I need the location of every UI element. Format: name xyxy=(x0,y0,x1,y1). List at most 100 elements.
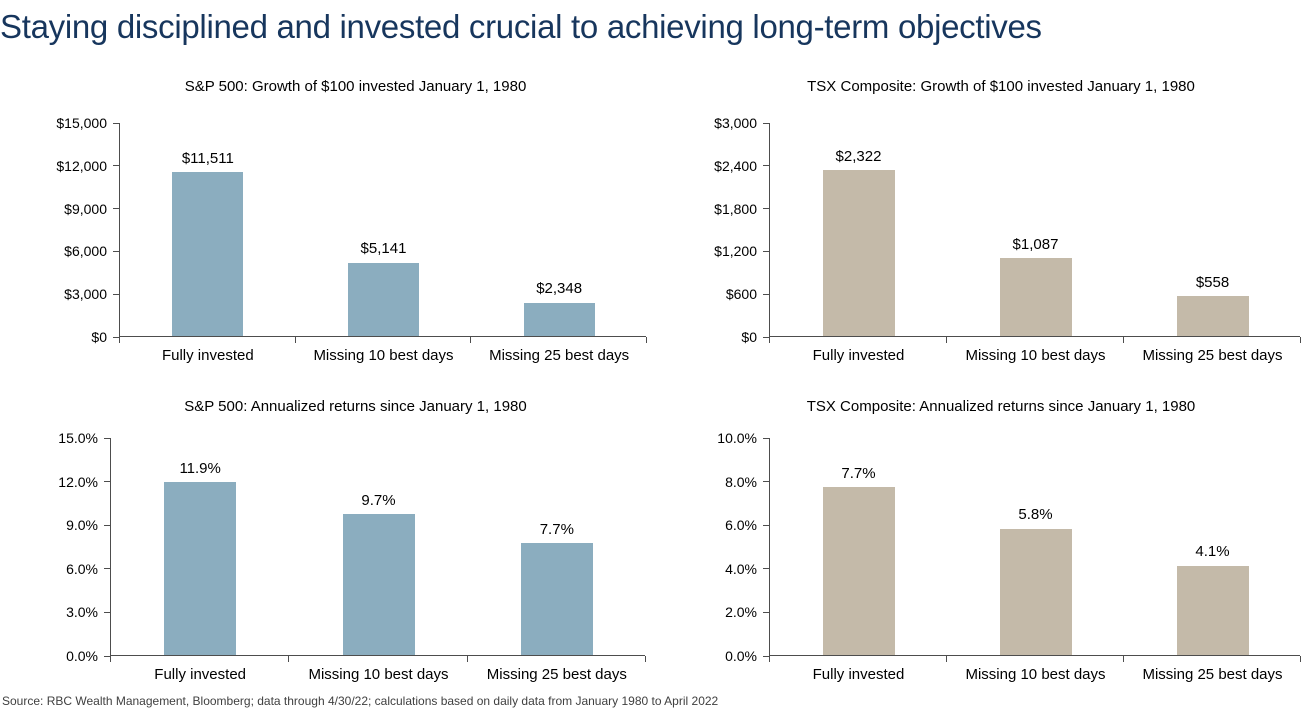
y-axis-tick xyxy=(113,165,119,167)
y-axis-tick xyxy=(104,437,110,439)
source-note: Source: RBC Wealth Management, Bloomberg… xyxy=(2,694,719,708)
x-axis-category-label-missing-10-best-days: Missing 10 best days xyxy=(308,666,449,683)
bar-value-label-missing-10-best-days: $1,087 xyxy=(1012,236,1059,254)
y-axis-tick xyxy=(113,122,119,124)
y-axis-tick-label: $6,000 xyxy=(64,243,107,260)
bar-missing-25-best-days xyxy=(523,302,595,336)
y-axis-tick-label: $15,000 xyxy=(56,115,107,131)
bar-missing-10-best-days xyxy=(342,514,415,655)
plot-area-sp500-growth: $0 $3,000 $6,000 $9,000 $12,000 $15,000 $11,51… xyxy=(56,115,647,364)
bar-value-label-missing-25-best-days: 7.7% xyxy=(539,520,574,538)
bar-missing-10-best-days xyxy=(348,262,419,336)
bar-missing-10-best-days xyxy=(999,528,1072,655)
bar-value-label-missing-10-best-days: 5.8% xyxy=(1018,506,1053,524)
bar-fully-invested xyxy=(822,170,895,336)
y-axis-tick xyxy=(104,524,110,526)
bar-value-label-missing-25-best-days: 4.1% xyxy=(1195,543,1230,561)
x-axis-tick xyxy=(769,656,770,662)
y-axis-tick xyxy=(763,524,769,526)
y-axis-tick-label: $3,000 xyxy=(64,286,107,303)
y-axis-tick-label: 10.0% xyxy=(717,430,757,446)
x-axis-tick xyxy=(1123,337,1124,343)
chart-sp500-returns: S&P 500: Annualized returns since Januar… xyxy=(55,395,656,695)
y-axis-tick-label: $0 xyxy=(91,329,107,345)
x-axis-tick xyxy=(110,656,111,662)
x-axis-tick xyxy=(294,337,296,343)
y-axis-tick xyxy=(104,611,110,613)
x-axis-tick xyxy=(119,337,120,343)
y-axis-tick xyxy=(113,336,119,338)
bar-value-label-missing-25-best-days: $558 xyxy=(1195,273,1230,291)
x-axis-tick xyxy=(946,337,947,343)
y-axis-tick-label: $0 xyxy=(741,329,757,345)
x-axis-tick xyxy=(646,337,647,343)
y-axis-tick xyxy=(763,481,769,483)
y-axis-tick xyxy=(763,293,769,295)
y-axis-tick xyxy=(104,481,110,483)
x-axis-tick xyxy=(946,656,947,662)
y-axis-tick xyxy=(763,568,769,570)
x-axis-category-label-missing-25-best-days: Missing 25 best days xyxy=(486,666,627,683)
plot-area-tsx-growth: $0 $600 $1,200 $1,800 $2,400 $3,000 $2,322 Full… xyxy=(714,115,1301,364)
y-axis-tick-label: $2,400 xyxy=(714,157,757,174)
y-axis-tick xyxy=(763,437,769,439)
y-axis-tick xyxy=(763,655,769,657)
x-axis-category-label-fully-invested: Fully invested xyxy=(154,666,247,683)
y-axis-tick-label: 2.0% xyxy=(725,604,757,621)
bar-fully-invested xyxy=(172,171,244,336)
x-axis-tick xyxy=(1300,656,1301,662)
plot-area-sp500-returns: 0.0% 3.0% 6.0% 9.0% 12.0% 15.0% 11.9% Fully inv… xyxy=(58,430,646,683)
x-axis-category-label-missing-25-best-days: Missing 25 best days xyxy=(489,347,630,364)
chart-sp500-growth: S&P 500: Growth of $100 invested January… xyxy=(55,75,656,380)
x-axis-category-label-missing-10-best-days: Missing 10 best days xyxy=(313,347,454,364)
x-axis-tick xyxy=(1300,337,1301,343)
y-axis-tick-label: $12,000 xyxy=(56,157,107,174)
bar-value-label-missing-10-best-days: 9.7% xyxy=(361,491,396,509)
y-axis-tick-label: $3,000 xyxy=(714,115,757,131)
y-axis-tick-label: 12.0% xyxy=(58,473,98,490)
y-axis-tick xyxy=(113,250,119,252)
bar-value-label-missing-10-best-days: $5,141 xyxy=(360,240,407,258)
x-axis-category-label-missing-10-best-days: Missing 10 best days xyxy=(965,347,1106,364)
y-axis-tick-label: 4.0% xyxy=(725,560,757,577)
bar-fully-invested xyxy=(822,487,895,655)
x-axis-category-label-fully-invested: Fully invested xyxy=(161,347,254,364)
y-axis-tick xyxy=(104,568,110,570)
bar-value-label-fully-invested: 11.9% xyxy=(179,459,221,477)
bar-value-label-fully-invested: $2,322 xyxy=(835,148,882,166)
bar-missing-25-best-days xyxy=(520,543,593,655)
bar-missing-10-best-days xyxy=(999,258,1072,336)
y-axis-tick-label: 0.0% xyxy=(725,648,757,664)
y-axis-tick xyxy=(113,293,119,295)
y-axis-tick-label: 6.0% xyxy=(66,560,98,577)
y-axis-tick-label: 3.0% xyxy=(66,604,98,621)
bar-value-label-fully-invested: $11,511 xyxy=(181,149,234,167)
y-axis-tick-label: $600 xyxy=(725,286,757,303)
chart-title-tsx-growth: TSX Composite: Growth of $100 invested J… xyxy=(807,78,1195,95)
chart-tsx-returns: TSX Composite: Annualized returns since … xyxy=(697,395,1305,695)
x-axis-tick xyxy=(645,656,646,662)
x-axis-category-label-missing-10-best-days: Missing 10 best days xyxy=(965,666,1106,683)
chart-title-sp500-returns: S&P 500: Annualized returns since Januar… xyxy=(184,398,527,415)
y-axis-tick-label: 8.0% xyxy=(725,473,757,490)
page-title: Staying disciplined and invested crucial… xyxy=(0,8,1042,45)
y-axis-tick-label: 9.0% xyxy=(66,517,98,534)
y-axis-tick xyxy=(763,165,769,167)
y-axis-tick xyxy=(113,208,119,210)
chart-tsx-growth: TSX Composite: Growth of $100 invested J… xyxy=(697,75,1305,380)
y-axis-tick xyxy=(763,122,769,124)
x-axis-category-label-fully-invested: Fully invested xyxy=(812,347,905,364)
bar-missing-25-best-days xyxy=(1176,565,1249,655)
bar-missing-25-best-days xyxy=(1176,296,1249,336)
bar-value-label-fully-invested: 7.7% xyxy=(841,464,876,482)
plot-area-tsx-returns: 0.0% 2.0% 4.0% 6.0% 8.0% 10.0% 7.7% Fully inves… xyxy=(717,430,1301,683)
x-axis-tick xyxy=(466,656,468,662)
y-axis-tick xyxy=(763,250,769,252)
y-axis-tick-label: $1,200 xyxy=(714,243,757,260)
x-axis-tick xyxy=(769,337,770,343)
y-axis-tick-label: 15.0% xyxy=(58,430,98,446)
chart-title-tsx-returns: TSX Composite: Annualized returns since … xyxy=(806,398,1196,415)
y-axis-tick-label: $1,800 xyxy=(714,200,757,217)
x-axis-category-label-missing-25-best-days: Missing 25 best days xyxy=(1142,666,1283,683)
x-axis-tick xyxy=(1123,656,1124,662)
